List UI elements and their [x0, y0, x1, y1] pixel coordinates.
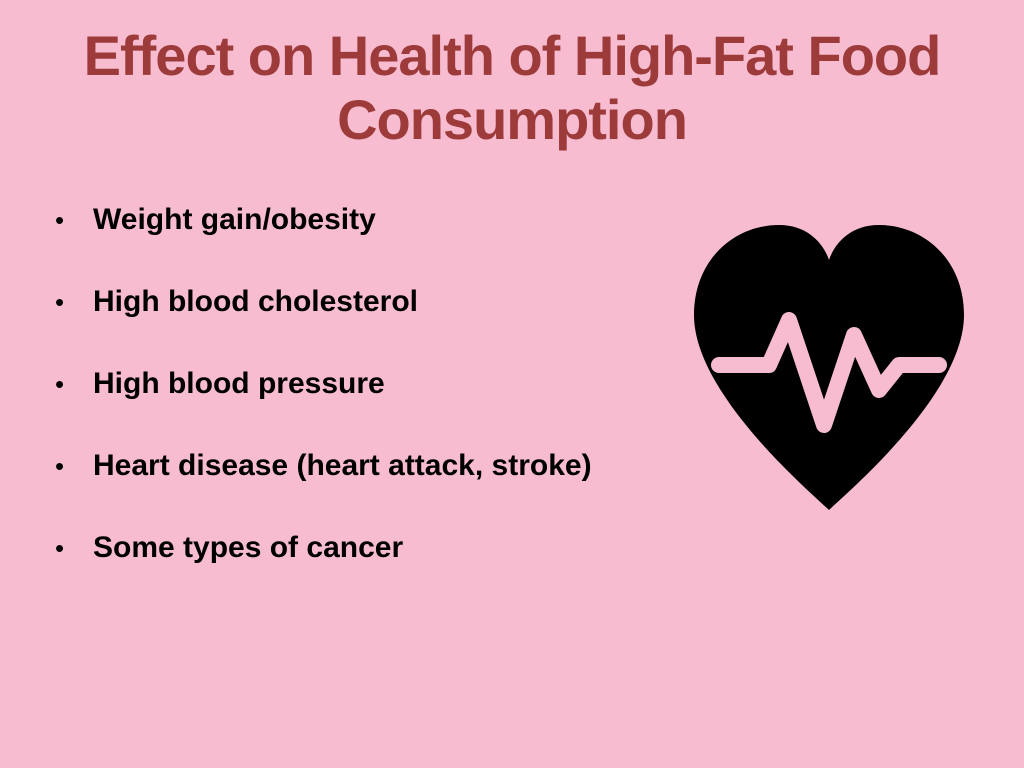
list-item: Some types of cancer — [55, 531, 1024, 565]
heart-pulse-icon — [674, 215, 984, 515]
slide-title: Effect on Health of High-Fat Food Consum… — [0, 0, 1024, 153]
